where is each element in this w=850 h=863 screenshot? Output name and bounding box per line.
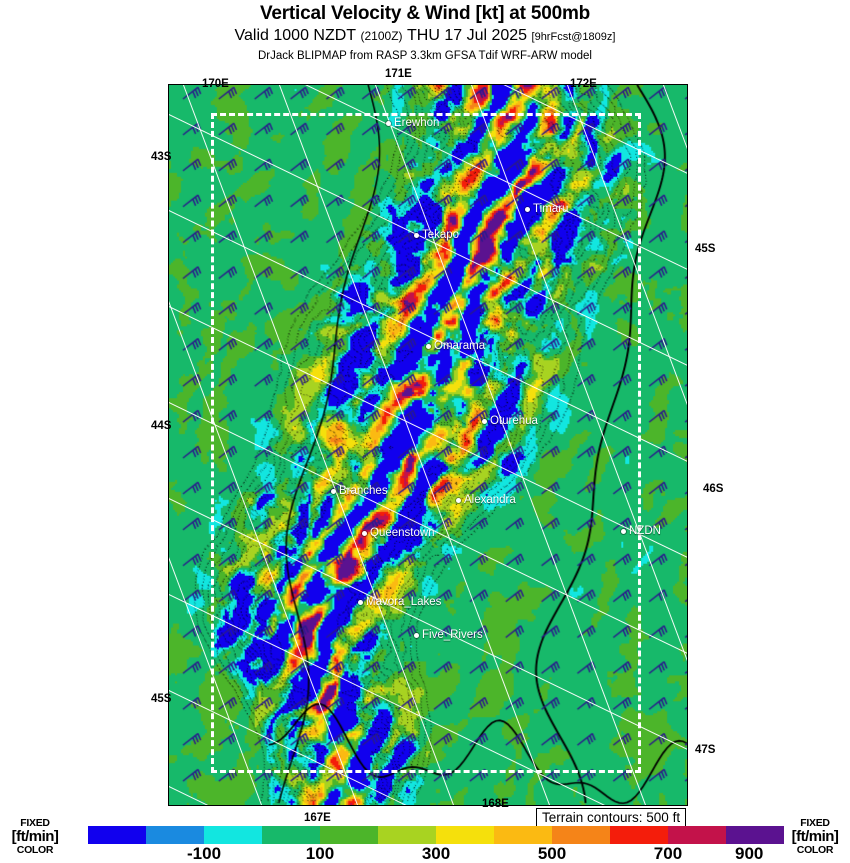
terrain-contour-note: Terrain contours: 500 ft <box>536 808 687 829</box>
city-marker-mavora_lakes[interactable]: Mavora_Lakes <box>358 596 441 608</box>
city-marker-oturehua[interactable]: Oturehua <box>482 415 538 427</box>
weather-map[interactable]: Erewhon Timaru Tekapo Omarama Oturehua Branch… <box>168 84 688 806</box>
forecast-tag-label: [9hrFcst@1809z] <box>531 31 616 43</box>
colorbar-swatch-10 <box>668 826 726 844</box>
colorbar-swatch-4 <box>320 826 378 844</box>
colorbar-tick-1: 100 <box>305 844 335 863</box>
model-source-label: DrJack BLIPMAP from RASP 3.3km GFSA Tdif… <box>257 50 592 62</box>
city-name-label: Timaru <box>533 203 569 215</box>
colorbar-tick-0: -100 <box>187 844 222 863</box>
city-marker-queenstown[interactable]: Queenstown <box>362 527 435 539</box>
city-name-label: Omarama <box>434 340 486 352</box>
longitude-label-4: 168E <box>482 798 509 810</box>
colorbar-unit-label-right: [ft/min] <box>791 828 839 845</box>
city-marker-timaru[interactable]: Timaru <box>525 203 568 215</box>
valid-time-label: Valid 1000 NZDT <box>234 27 357 44</box>
colorbar-fixed-label-left: FIXED <box>20 817 50 829</box>
valid-subtitle: Valid 1000 NZDT (2100Z) THU 17 Jul 2025 … <box>0 26 850 47</box>
colorbar-tick-5: 900 <box>735 844 764 863</box>
city-dot-icon <box>362 530 367 536</box>
longitude-label-3: 167E <box>304 812 331 824</box>
city-name-label: Alexandra <box>464 494 516 506</box>
city-dot-icon <box>414 232 419 238</box>
city-name-label: Mavora_Lakes <box>366 596 442 608</box>
city-dot-icon <box>358 599 363 605</box>
city-name-label: Erewhon <box>394 117 440 129</box>
colorbar-color-label-left: COLOR <box>16 844 54 856</box>
colorbar-unit-label-left: [ft/min] <box>11 828 59 845</box>
latitude-label-1: 44S <box>151 420 172 432</box>
city-dot-icon <box>414 632 419 638</box>
city-marker-alexandra[interactable]: Alexandra <box>456 494 516 506</box>
city-marker-branches[interactable]: Branches <box>331 485 388 497</box>
colorbar-gradient[interactable] <box>88 826 784 844</box>
latitude-label-2: 45S <box>151 693 172 705</box>
city-dot-icon <box>386 120 391 126</box>
city-name-label: NZDN <box>629 525 661 537</box>
city-dot-icon <box>426 343 431 349</box>
colorbar-tick-labels: -100 100 300 500 700 900 <box>88 844 784 863</box>
colorbar-swatch-11 <box>726 826 784 844</box>
city-dot-icon <box>331 488 336 494</box>
city-dot-icon <box>456 497 461 503</box>
title-block: Vertical Velocity & Wind [kt] at 500mb V… <box>0 0 850 63</box>
city-marker-tekapo[interactable]: Tekapo <box>414 229 459 241</box>
colorbar-swatch-8 <box>552 826 610 844</box>
city-name-label: Oturehua <box>490 415 538 427</box>
city-marker-erewhon[interactable]: Erewhon <box>386 117 439 129</box>
vertical-velocity-field <box>169 85 687 805</box>
colorbar-legend: -100 100 300 500 700 900 <box>0 826 850 863</box>
latitude-label-5: 47S <box>695 744 716 756</box>
page-title: Vertical Velocity & Wind [kt] at 500mb <box>259 3 591 24</box>
city-name-label: Queenstown <box>370 527 435 539</box>
colorbar-fixed-label-right: FIXED <box>800 817 830 829</box>
city-name-label: Five_Rivers <box>422 629 483 641</box>
colorbar-swatch-1 <box>146 826 204 844</box>
city-dot-icon <box>482 418 487 424</box>
colorbar-swatch-2 <box>204 826 262 844</box>
latitude-label-4: 46S <box>703 483 724 495</box>
colorbar-swatch-7 <box>494 826 552 844</box>
colorbar-units-right: FIXED [ft/min] COLOR <box>776 818 850 856</box>
city-marker-omarama[interactable]: Omarama <box>426 340 485 352</box>
colorbar-tick-2: 300 <box>421 844 451 863</box>
colorbar-units-left: FIXED [ft/min] COLOR <box>0 818 74 856</box>
colorbar-swatch-6 <box>436 826 494 844</box>
colorbar-swatch-0 <box>88 826 146 844</box>
valid-utc-label: (2100Z) <box>360 29 403 43</box>
colorbar-tick-3: 500 <box>537 844 567 863</box>
longitude-label-1: 171E <box>385 68 412 80</box>
colorbar-swatch-9 <box>610 826 668 844</box>
city-name-label: Tekapo <box>422 229 460 241</box>
city-marker-nzdn[interactable]: NZDN <box>621 525 661 537</box>
longitude-label-2: 172E <box>570 78 597 90</box>
city-marker-five_rivers[interactable]: Five_Rivers <box>414 629 483 641</box>
valid-date-label: THU 17 Jul 2025 <box>407 27 528 44</box>
longitude-label-0: 170E <box>202 78 229 90</box>
latitude-label-0: 43S <box>151 151 172 163</box>
city-name-label: Branches <box>339 485 388 497</box>
colorbar-tick-4: 700 <box>653 844 683 863</box>
colorbar-swatch-3 <box>262 826 320 844</box>
city-dot-icon <box>525 206 530 212</box>
latitude-label-3: 45S <box>695 243 716 255</box>
colorbar-color-label-right: COLOR <box>796 844 834 856</box>
colorbar-swatch-5 <box>378 826 436 844</box>
city-dot-icon <box>621 528 626 534</box>
